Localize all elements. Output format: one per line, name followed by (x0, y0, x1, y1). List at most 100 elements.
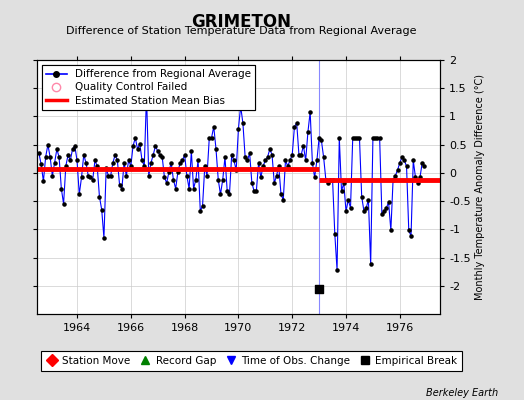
Point (375, 135, 384, 141)
Point (272, 172, 281, 179)
Point (315, 135, 323, 141)
Point (48, 172, 57, 179)
Point (413, 180, 422, 186)
Point (108, 160, 117, 166)
Point (286, 157, 294, 164)
Point (138, 157, 146, 164)
Point (243, 157, 252, 164)
Point (275, 163, 283, 169)
Point (205, 135, 213, 141)
Point (78, 174, 86, 181)
Point (396, 160, 404, 166)
Point (145, 172, 153, 179)
Point (75, 191, 83, 198)
Point (225, 191, 234, 198)
Point (329, 176, 337, 183)
Point (340, 180, 348, 186)
Point (39, 178, 48, 184)
Point (391, 172, 399, 179)
Point (420, 163, 429, 169)
Point (402, 163, 411, 169)
Point (104, 172, 113, 179)
Point (91, 157, 99, 164)
Point (288, 152, 297, 158)
Text: GRIMETON: GRIMETON (191, 13, 291, 31)
Point (176, 160, 184, 166)
Point (68, 146, 77, 152)
Point (331, 231, 339, 237)
Point (245, 150, 254, 156)
Point (239, 120, 247, 126)
Point (106, 172, 115, 179)
Point (122, 172, 130, 179)
Point (281, 157, 290, 164)
Point (346, 205, 355, 211)
Point (158, 154, 167, 160)
Text: Berkeley Earth: Berkeley Earth (425, 388, 498, 398)
Point (362, 205, 370, 211)
Point (254, 160, 263, 166)
Point (418, 160, 427, 166)
Point (120, 160, 128, 166)
Point (66, 157, 74, 164)
Point (333, 267, 341, 273)
Point (385, 199, 393, 206)
Point (364, 197, 373, 203)
Point (95, 193, 104, 200)
Point (129, 142, 137, 149)
Point (389, 176, 397, 183)
Point (252, 188, 260, 194)
Point (353, 135, 362, 141)
Point (270, 180, 278, 186)
Point (342, 208, 350, 214)
Point (221, 154, 229, 160)
Point (133, 146, 141, 152)
Point (187, 148, 195, 155)
Point (380, 208, 388, 214)
Point (313, 157, 321, 164)
Point (196, 208, 204, 214)
Point (405, 227, 413, 234)
Point (320, 154, 328, 160)
Point (212, 146, 220, 152)
Point (52, 146, 61, 152)
Point (344, 197, 353, 203)
Point (394, 167, 402, 173)
Point (131, 135, 139, 141)
Point (250, 188, 258, 194)
Point (266, 146, 274, 152)
Point (140, 163, 148, 169)
Point (180, 152, 189, 158)
Point (335, 135, 343, 141)
Point (301, 157, 310, 164)
Point (35, 150, 43, 156)
Point (241, 154, 249, 160)
Point (378, 210, 386, 217)
Point (183, 172, 191, 179)
Point (310, 174, 319, 181)
Point (62, 163, 70, 169)
Point (173, 168, 182, 175)
Point (264, 154, 272, 160)
Point (100, 234, 108, 241)
Point (317, 137, 325, 143)
Point (259, 163, 267, 169)
Point (371, 135, 379, 141)
Point (208, 135, 216, 141)
Point (407, 233, 415, 239)
Point (369, 135, 377, 141)
Point (71, 142, 79, 149)
Point (227, 152, 236, 158)
Point (102, 165, 111, 172)
Y-axis label: Monthly Temperature Anomaly Difference (°C): Monthly Temperature Anomaly Difference (… (475, 74, 485, 300)
Point (416, 174, 424, 181)
Text: Difference of Station Temperature Data from Regional Average: Difference of Station Temperature Data f… (66, 26, 416, 36)
Point (136, 140, 144, 147)
Point (115, 182, 124, 188)
Point (113, 157, 122, 164)
Point (199, 202, 207, 209)
Point (411, 174, 420, 181)
Point (400, 157, 409, 164)
Point (151, 142, 160, 149)
Point (257, 174, 265, 181)
